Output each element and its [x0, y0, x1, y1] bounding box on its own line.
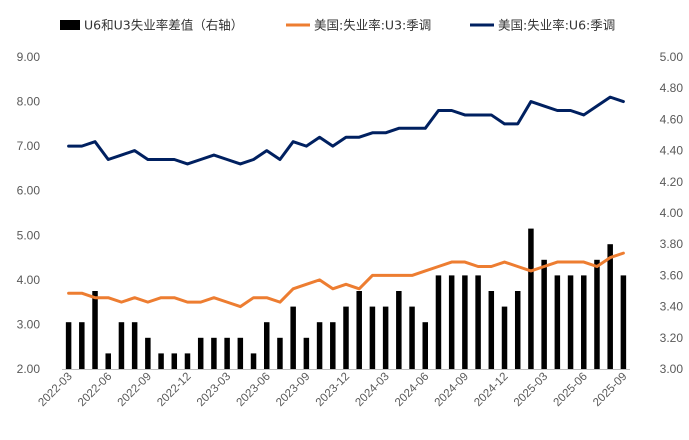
y-left-tick-label: 3.00: [17, 317, 41, 331]
spread-bar: [211, 337, 217, 369]
x-tick-label: 2022-03: [36, 371, 74, 409]
u6-series-line: [67, 95, 625, 166]
legend-label: 美国:失业率:U6:季调: [498, 18, 615, 33]
spread-bar: [184, 353, 191, 369]
spread-bar: [237, 337, 244, 369]
x-tick-label: 2024-12: [472, 371, 510, 409]
y-right-tick-label: 4.80: [660, 81, 684, 95]
y-left-tick-label: 6.00: [17, 184, 41, 198]
spread-bar: [462, 275, 468, 369]
spread-bar: [158, 353, 164, 369]
y-right-tick-label: 3.60: [660, 268, 684, 282]
y-left-tick-label: 5.00: [17, 228, 41, 242]
spread-bar: [290, 306, 296, 369]
x-tick-label: 2022-06: [76, 371, 114, 409]
y-right-tick-label: 3.80: [660, 237, 684, 251]
spread-bar: [409, 306, 415, 369]
x-tick-label: 2023-12: [314, 371, 352, 409]
bar-series-spread: [65, 228, 627, 369]
spread-bar: [528, 228, 534, 369]
spread-bar: [92, 291, 98, 369]
y-right-tick-label: 3.20: [660, 331, 684, 345]
y-left-tick-label: 9.00: [17, 50, 41, 64]
y-right-tick-label: 4.60: [660, 112, 684, 126]
x-tick-label: 2022-12: [155, 371, 193, 409]
legend-swatch-bar: [60, 20, 80, 30]
y-left-tick-label: 4.00: [17, 273, 41, 287]
spread-bar: [118, 322, 125, 369]
x-axis: 2022-03 2022-06 2022-09 2022-12 2023-03 2023-…: [36, 371, 629, 409]
legend: U6和U3失业率差值（右轴） 美国:失业率:U3:季调 美国:失业率:U6:季调: [60, 18, 615, 33]
spread-bar: [105, 353, 111, 369]
spread-bar: [145, 337, 151, 369]
y-right-tick-label: 4.40: [660, 144, 684, 158]
x-tick-label: 2023-06: [235, 371, 273, 409]
spread-bar: [277, 337, 283, 369]
legend-label: 美国:失业率:U3:季调: [314, 18, 431, 33]
x-tick-label: 2022-09: [116, 371, 154, 409]
y-left-tick-label: 7.00: [17, 139, 41, 153]
spread-bar: [343, 306, 349, 369]
spread-bar: [197, 337, 204, 369]
spread-bar: [356, 291, 362, 369]
y-right-tick-label: 3.00: [660, 362, 684, 376]
u3-series-line: [67, 251, 625, 309]
spread-bar: [65, 322, 72, 369]
x-tick-label: 2024-03: [353, 371, 391, 409]
y-right-tick-label: 4.00: [660, 206, 684, 220]
x-tick-label: 2023-03: [195, 371, 233, 409]
spread-bar: [514, 291, 521, 369]
y-right-tick-label: 3.40: [660, 300, 684, 314]
spread-bar: [567, 275, 574, 369]
spread-bar: [501, 306, 508, 369]
spread-bar: [79, 322, 85, 369]
y-axis-left: 2.00 3.00 4.00 5.00 6.00 7.00 8.00 9.00: [17, 50, 41, 376]
legend-label: U6和U3失业率差值（右轴）: [84, 18, 243, 33]
x-tick-label: 2025-06: [552, 371, 590, 409]
spread-bar: [594, 259, 600, 369]
spread-bar: [448, 275, 455, 369]
spread-bar: [581, 275, 587, 369]
spread-bar: [369, 306, 376, 369]
y-axis-right: 3.00 3.20 3.40 3.60 3.80 4.00 4.20 4.40 4.60 4.80…: [660, 50, 684, 376]
y-left-tick-label: 8.00: [17, 95, 41, 109]
x-tick-label: 2025-03: [512, 371, 550, 409]
spread-bar: [396, 291, 402, 369]
y-right-tick-label: 5.00: [660, 50, 684, 64]
spread-bar: [435, 275, 442, 369]
spread-bar: [171, 353, 178, 369]
spread-bar: [303, 337, 310, 369]
line-series: [67, 95, 625, 309]
spread-bar: [422, 322, 429, 369]
x-tick-label: 2025-09: [591, 371, 629, 409]
spread-bar: [475, 275, 481, 369]
spread-bar: [541, 259, 547, 369]
spread-bar: [554, 275, 561, 369]
spread-bar: [488, 291, 495, 369]
spread-bar: [330, 322, 336, 369]
spread-bar: [607, 244, 613, 369]
spread-bar: [620, 275, 627, 369]
spread-bar: [316, 322, 323, 369]
spread-bar: [250, 353, 257, 369]
x-tick-label: 2024-06: [393, 371, 431, 409]
spread-bar: [263, 322, 270, 369]
spread-bar: [131, 322, 138, 369]
x-tick-label: 2023-09: [274, 371, 312, 409]
spread-bar: [224, 337, 230, 369]
y-left-tick-label: 2.00: [17, 362, 41, 376]
spread-bar: [382, 306, 389, 369]
y-right-tick-label: 4.20: [660, 175, 684, 189]
x-tick-label: 2024-09: [433, 371, 471, 409]
